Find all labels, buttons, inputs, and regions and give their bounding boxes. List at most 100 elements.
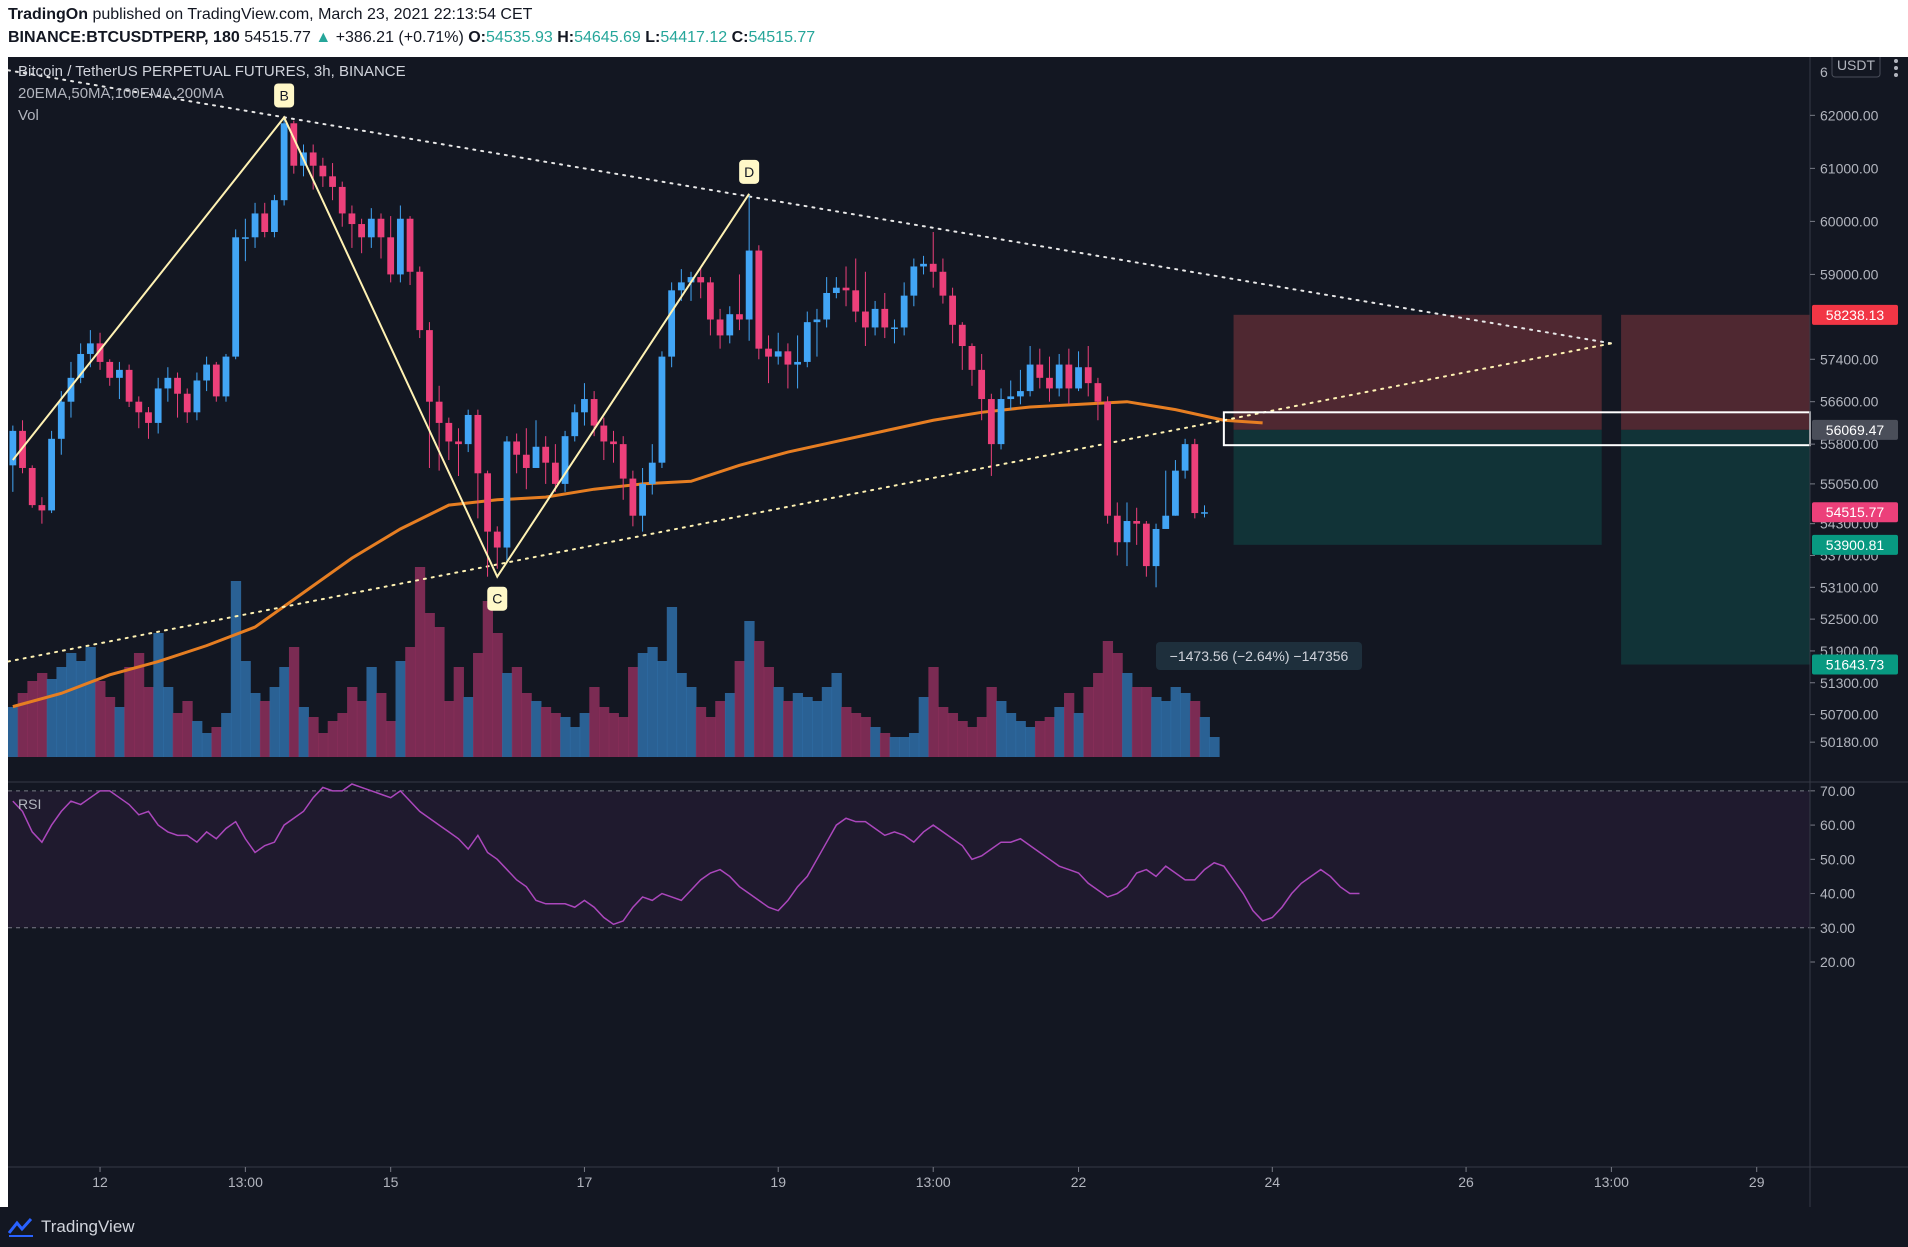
volume-bar bbox=[104, 697, 116, 757]
legend-title[interactable]: Bitcoin / TetherUS PERPETUAL FUTURES, 3h… bbox=[18, 63, 406, 80]
legend-vol[interactable]: Vol bbox=[18, 107, 39, 124]
candle bbox=[280, 117, 288, 206]
publisher-name[interactable]: TradingOn bbox=[8, 6, 88, 23]
candle-body bbox=[77, 353, 85, 378]
symbol-name[interactable]: BINANCE:BTCUSDTPERP, 180 bbox=[8, 29, 240, 46]
chart-background bbox=[8, 57, 1908, 1207]
candle bbox=[794, 335, 801, 389]
volume-bar bbox=[521, 693, 532, 757]
volume-bar bbox=[1064, 693, 1075, 757]
volume-bar bbox=[414, 567, 426, 757]
volume-bar bbox=[453, 667, 464, 757]
volume-bar bbox=[385, 721, 397, 757]
volume-bar bbox=[695, 707, 707, 757]
close-value: 54515.77 bbox=[748, 29, 816, 46]
candle bbox=[900, 282, 908, 336]
legend-ma[interactable]: 20EMA,50MA,100EMA,200MA bbox=[18, 85, 224, 102]
candle-body bbox=[193, 380, 201, 413]
candle-body bbox=[697, 277, 705, 283]
more-icon[interactable] bbox=[1894, 59, 1898, 77]
candle-body bbox=[1162, 515, 1170, 529]
currency-badge[interactable]: USDT bbox=[1831, 52, 1881, 78]
volume-bar bbox=[1170, 687, 1181, 757]
candle-body bbox=[145, 412, 152, 423]
volume-bar bbox=[734, 661, 745, 757]
tradingview-logo-icon[interactable] bbox=[8, 1217, 34, 1237]
candle bbox=[1142, 521, 1150, 577]
candle bbox=[57, 391, 65, 455]
volume-bar bbox=[502, 673, 513, 757]
volume-bar bbox=[1044, 717, 1055, 757]
candle-body bbox=[707, 282, 714, 320]
volume-bar bbox=[434, 627, 445, 757]
time-tick-label: 13:00 bbox=[228, 1174, 263, 1190]
volume-bar bbox=[753, 641, 765, 757]
candle bbox=[910, 258, 918, 307]
candle bbox=[125, 364, 133, 407]
candle bbox=[38, 497, 46, 524]
candle-body bbox=[135, 401, 143, 413]
time-tick-label: 24 bbox=[1265, 1174, 1281, 1190]
candle bbox=[891, 319, 898, 344]
candle bbox=[203, 356, 210, 392]
volume-bar bbox=[1160, 701, 1172, 757]
candle bbox=[1055, 353, 1063, 397]
candle bbox=[348, 205, 356, 248]
candle bbox=[978, 353, 986, 421]
candle-body bbox=[251, 213, 259, 238]
candle bbox=[1181, 438, 1189, 479]
candle-body bbox=[1075, 367, 1082, 389]
candle bbox=[135, 396, 143, 429]
candle bbox=[561, 430, 569, 492]
volume-bar bbox=[589, 687, 600, 757]
volume-bar bbox=[928, 667, 939, 757]
candle-body bbox=[377, 218, 385, 238]
candle-body bbox=[290, 123, 298, 166]
candle-body bbox=[1046, 377, 1053, 389]
time-tick-label: 15 bbox=[383, 1174, 399, 1190]
volume-bar bbox=[75, 661, 87, 757]
candle bbox=[67, 361, 75, 418]
volume-bar bbox=[1005, 713, 1017, 757]
candle bbox=[968, 343, 976, 386]
candle bbox=[803, 311, 811, 368]
candle-body bbox=[1007, 396, 1015, 400]
candle-body bbox=[222, 356, 230, 397]
candle bbox=[707, 277, 714, 336]
candle bbox=[48, 430, 55, 514]
candle-body bbox=[629, 478, 637, 516]
rsi-tick-label: 30.00 bbox=[1820, 920, 1855, 936]
candle bbox=[581, 383, 588, 426]
volume-bar bbox=[1083, 687, 1094, 757]
candle bbox=[842, 266, 850, 307]
volume-bar bbox=[676, 673, 687, 757]
candle bbox=[929, 232, 937, 288]
chart-svg[interactable]: B C D −1473.56 (−2.64%) −147356 70.00 60.00… bbox=[7, 52, 1908, 1207]
close-label: C: bbox=[731, 29, 749, 46]
volume-bar bbox=[1180, 693, 1191, 757]
open-value: 54535.93 bbox=[486, 29, 553, 46]
volume-bar bbox=[909, 733, 920, 757]
candle bbox=[1191, 438, 1199, 519]
candle-body bbox=[455, 441, 462, 445]
candle bbox=[755, 245, 763, 360]
candle-body bbox=[939, 271, 947, 296]
publish-info: TradingOn published on TradingView.com, … bbox=[8, 6, 532, 24]
volume-bar bbox=[647, 647, 658, 757]
volume-bar bbox=[724, 693, 736, 757]
position-label: −1473.56 (−2.64%) −147356 bbox=[1170, 648, 1349, 664]
volume-bar bbox=[841, 707, 852, 757]
time-tick-label: 26 bbox=[1458, 1174, 1474, 1190]
candle bbox=[154, 377, 162, 434]
chart-area[interactable]: B C D −1473.56 (−2.64%) −147356 70.00 60.00… bbox=[7, 52, 1908, 1207]
legend-rsi[interactable]: RSI bbox=[18, 796, 41, 812]
candle-body bbox=[106, 361, 114, 378]
candle-body bbox=[745, 250, 753, 320]
volume-bar bbox=[1025, 727, 1036, 757]
candle-body bbox=[1142, 523, 1150, 567]
candle-body bbox=[48, 438, 55, 511]
candle-body bbox=[183, 393, 191, 413]
candle-body bbox=[736, 314, 743, 320]
footer-brand[interactable]: TradingView bbox=[41, 1217, 135, 1236]
volume-bar bbox=[879, 733, 891, 757]
